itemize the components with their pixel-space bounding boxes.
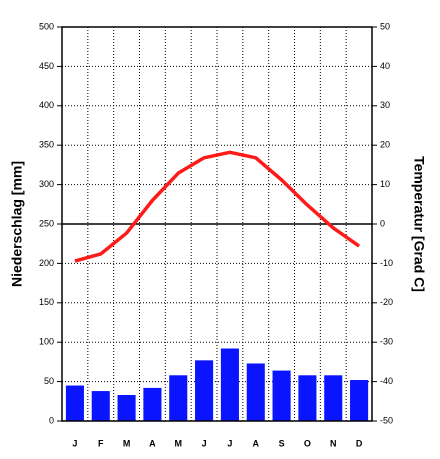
y2-tick-label: 40 (380, 61, 390, 71)
y2-tick-label: -30 (380, 337, 393, 347)
bar (195, 360, 214, 421)
y2-axis-title: Temperatur [Grad C] (411, 156, 427, 292)
y2-tick-label: 0 (380, 218, 385, 228)
y-tick-label: 50 (44, 376, 54, 386)
y-tick-label: 100 (39, 337, 54, 347)
y-tick-label: 300 (39, 179, 54, 189)
y2-tick-label: -50 (380, 415, 393, 425)
bar (246, 363, 265, 421)
x-tick-label: O (304, 438, 311, 448)
x-tick-label: A (149, 438, 156, 448)
bar (350, 380, 369, 421)
bar (169, 375, 188, 421)
y2-tick-label: 30 (380, 100, 390, 110)
x-tick-label: A (253, 438, 260, 448)
x-tick-label: D (356, 438, 363, 448)
y2-tick-label: 10 (380, 179, 390, 189)
bar (143, 387, 162, 421)
y-tick-label: 250 (39, 218, 54, 228)
x-tick-label: F (98, 438, 104, 448)
bar (298, 375, 317, 421)
x-tick-label: J (202, 438, 207, 448)
x-tick-label: J (227, 438, 232, 448)
bar (65, 385, 84, 421)
plot-frame (61, 26, 373, 422)
y-tick-label: 400 (39, 100, 54, 110)
bar (91, 391, 110, 421)
x-tick-label: M (123, 438, 131, 448)
x-tick-label: N (330, 438, 337, 448)
y-tick-label: 150 (39, 297, 54, 307)
temperature-line (74, 150, 361, 263)
bar (272, 370, 291, 421)
y2-tick-label: -20 (380, 297, 393, 307)
y-tick-label: 500 (39, 21, 54, 31)
bar (324, 375, 343, 421)
x-tick-label: J (72, 438, 77, 448)
x-tick-label: S (279, 438, 285, 448)
y2-tick-label: -40 (380, 376, 393, 386)
y-tick-label: 200 (39, 258, 54, 268)
x-tick-label: M (175, 438, 183, 448)
y-tick-label: 0 (49, 415, 54, 425)
y2-tick-label: -10 (380, 258, 393, 268)
y2-tick-label: 50 (380, 21, 390, 31)
y-tick-label: 350 (39, 140, 54, 150)
bar (117, 394, 136, 421)
y2-tick-label: 20 (380, 140, 390, 150)
y-tick-label: 450 (39, 61, 54, 71)
y-axis-title: Niederschlag [mm] (9, 161, 25, 287)
bar (220, 348, 239, 421)
